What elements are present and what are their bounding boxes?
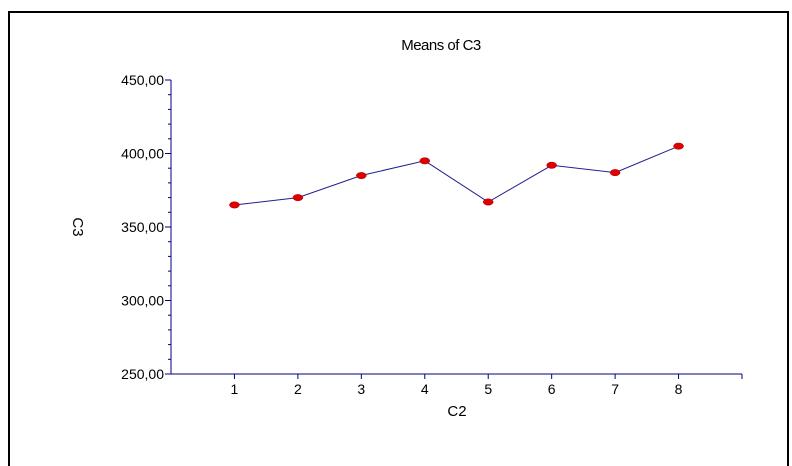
data-point — [673, 142, 684, 150]
axes: 250,00 300,00 350,00 400,00 450,00 1 2 3 4 5 6 7 8 — [121, 72, 743, 397]
data-point — [546, 161, 557, 169]
data-point — [229, 201, 240, 209]
x-tick-label: 7 — [611, 381, 619, 397]
data-point — [356, 172, 367, 180]
data-point — [609, 169, 621, 177]
x-tick-label: 6 — [548, 381, 556, 397]
x-tick-label: 3 — [357, 381, 365, 397]
x-axis-title: C2 — [447, 403, 466, 420]
x-tick-label: 5 — [484, 381, 492, 397]
data-point — [482, 198, 494, 206]
y-tick-label: 450,00 — [121, 72, 164, 88]
x-tick-label: 4 — [421, 381, 429, 397]
data-point — [419, 157, 431, 165]
y-axis-title: C3 — [69, 217, 86, 236]
chart-title: Means of C3 — [401, 37, 481, 54]
y-tick-label: 250,00 — [121, 366, 164, 382]
data-points — [229, 142, 684, 209]
y-tick-label: 400,00 — [121, 146, 164, 162]
series-polyline — [234, 145, 679, 206]
x-tick-label: 1 — [231, 381, 239, 397]
y-tick-label: 350,00 — [121, 219, 164, 235]
data-point — [292, 194, 304, 202]
y-tick-label: 300,00 — [121, 293, 164, 309]
series-line — [234, 145, 679, 206]
x-tick-label: 8 — [675, 381, 683, 397]
x-tick-label: 2 — [294, 381, 302, 397]
chart-frame — [8, 11, 789, 466]
